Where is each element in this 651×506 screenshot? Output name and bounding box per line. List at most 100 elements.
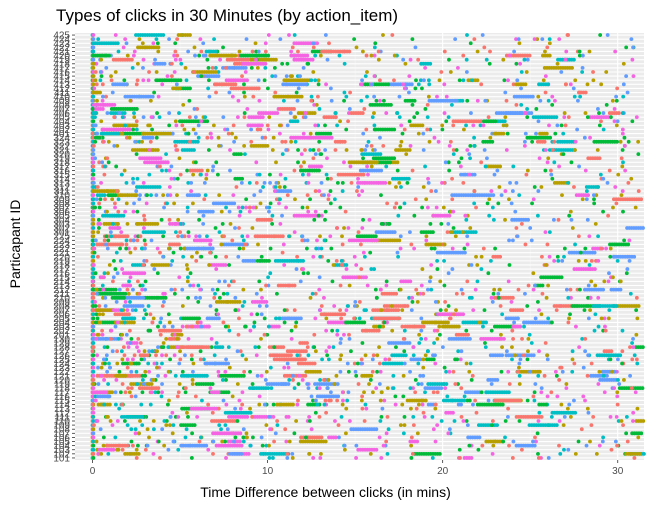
data-point (161, 254, 165, 259)
data-point (197, 439, 202, 444)
data-point (410, 168, 415, 173)
data-point (140, 287, 145, 292)
data-point (374, 386, 379, 391)
data-point (502, 119, 507, 124)
data-point (570, 349, 575, 354)
data-point (565, 406, 570, 411)
data-point (639, 431, 644, 436)
data-point (430, 456, 435, 460)
data-point (98, 275, 103, 280)
data-point (190, 324, 194, 329)
data-point (149, 193, 153, 198)
data-point (131, 443, 135, 448)
data-point (262, 180, 267, 185)
data-point (154, 193, 159, 198)
data-point (109, 336, 113, 341)
data-point (228, 168, 232, 173)
data-point (208, 131, 213, 136)
data-point (199, 324, 204, 329)
data-point (129, 439, 134, 444)
data-point (509, 201, 514, 206)
data-point (151, 419, 156, 423)
data-point (208, 238, 213, 243)
data-point (410, 451, 415, 456)
data-point (481, 324, 485, 329)
data-point (267, 209, 271, 214)
data-point (359, 242, 363, 247)
data-point (312, 361, 317, 366)
data-point (152, 267, 157, 271)
data-point (324, 328, 329, 333)
data-point (517, 365, 521, 370)
data-point (554, 423, 559, 428)
data-point (492, 172, 497, 177)
data-point (273, 185, 278, 189)
data-point (189, 353, 194, 358)
data-point (131, 180, 136, 185)
data-point (514, 180, 519, 185)
data-point (634, 295, 639, 300)
data-point (125, 423, 130, 428)
data-point (407, 295, 411, 300)
data-point (235, 419, 240, 423)
data-point (398, 287, 403, 292)
data-point (533, 316, 538, 321)
data-point (296, 382, 301, 386)
data-point (401, 373, 406, 378)
data-point (588, 439, 592, 444)
data-point (134, 447, 139, 452)
data-point (162, 324, 167, 329)
data-point (429, 189, 434, 193)
data-point (111, 279, 115, 284)
data-point (93, 304, 98, 308)
data-point (401, 431, 406, 436)
data-point (91, 148, 96, 152)
data-point (495, 378, 500, 382)
data-point (308, 131, 313, 136)
data-point (547, 254, 552, 259)
data-point (381, 222, 385, 226)
data-point (256, 345, 261, 349)
data-point (128, 275, 133, 280)
data-point (564, 386, 569, 391)
data-point (329, 246, 334, 251)
data-point (91, 386, 96, 391)
data-point (620, 349, 625, 354)
data-point (347, 283, 352, 288)
data-point (95, 332, 100, 337)
data-point (91, 291, 96, 296)
data-point (496, 295, 501, 300)
data-point (390, 328, 395, 333)
data-point (395, 250, 400, 255)
data-point (319, 180, 324, 185)
data-point (440, 123, 445, 128)
data-point (313, 291, 318, 296)
data-point (121, 213, 126, 218)
data-point (586, 353, 591, 358)
data-point (602, 316, 607, 321)
data-point (420, 205, 425, 210)
data-point (366, 139, 371, 144)
data-point (280, 139, 285, 144)
data-point (616, 172, 621, 177)
data-point (118, 258, 123, 263)
data-point (549, 390, 554, 395)
data-point (523, 131, 528, 136)
data-point (126, 386, 131, 391)
data-point (136, 361, 141, 366)
data-point (239, 152, 243, 157)
data-point (318, 369, 322, 374)
data-point (120, 131, 125, 136)
data-point (413, 378, 418, 382)
data-point (96, 382, 101, 386)
data-point (532, 283, 537, 288)
data-point (364, 406, 369, 411)
data-point (209, 336, 214, 341)
data-point (344, 406, 349, 411)
data-point (602, 390, 607, 395)
data-point (623, 168, 628, 173)
data-point (592, 328, 597, 333)
data-point (582, 308, 587, 313)
data-point (359, 148, 364, 152)
data-point (559, 275, 564, 280)
